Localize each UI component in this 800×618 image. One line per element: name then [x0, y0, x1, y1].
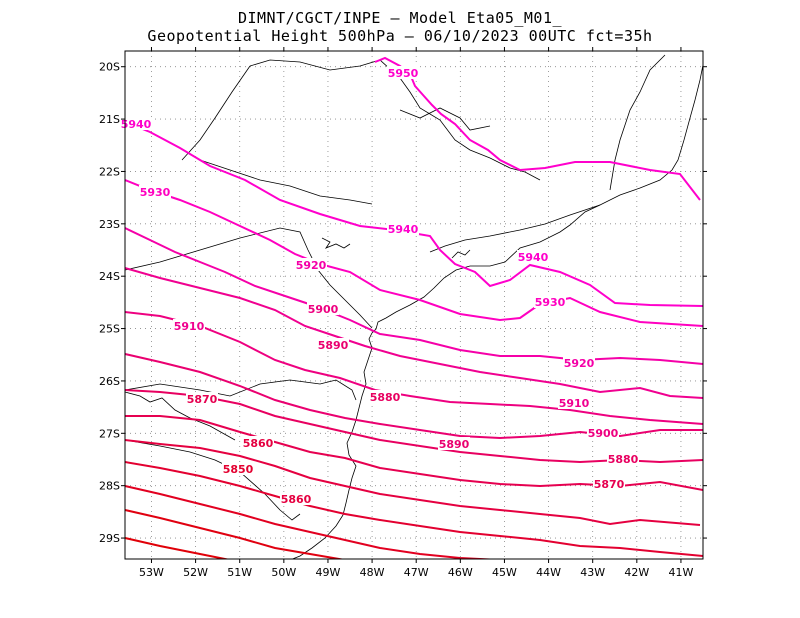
y-tick-label: 26S [99, 375, 120, 388]
paraiba-river [399, 107, 491, 131]
contour-label-5940: 5940 [121, 118, 152, 131]
x-tick-label: 53W [139, 566, 164, 579]
x-tick-label: 45W [492, 566, 517, 579]
contour-line-5940 [125, 121, 703, 307]
contour-line-5930 [125, 179, 703, 327]
contour-label-bg [369, 390, 401, 403]
bay-guanabara [451, 249, 471, 259]
y-tick-label: 25S [99, 323, 120, 336]
x-tick-label: 51W [227, 566, 252, 579]
contour-line-5860 [125, 439, 701, 526]
x-tick-label: 49W [316, 566, 341, 579]
contour-line-5850 [125, 461, 703, 557]
x-tick-label: 43W [580, 566, 605, 579]
x-tick-label: 52W [183, 566, 208, 579]
contour-label-5880: 5880 [608, 453, 639, 466]
contour-line-5840 [125, 485, 501, 559]
contour-label-bg [517, 250, 549, 263]
x-tick-label: 48W [360, 566, 385, 579]
state-border-parana-sp [125, 227, 373, 329]
rio-grande [181, 65, 251, 161]
contour-line-5880 [125, 389, 703, 464]
state-border-mg-sp [249, 59, 541, 181]
contour-label-5910: 5910 [174, 320, 205, 333]
y-tick-label: 27S [99, 427, 120, 440]
coastline-south [291, 514, 344, 559]
plot-frame [124, 50, 704, 560]
contour-label-5900: 5900 [308, 303, 339, 316]
contour-label-5940: 5940 [518, 251, 549, 264]
contour-line-5910 [125, 267, 703, 399]
argentina-border [125, 391, 236, 441]
y-tick-label: 28S [99, 480, 120, 493]
x-tick-label: 47W [404, 566, 429, 579]
contour-label-bg [295, 258, 327, 271]
title-line-2: Geopotential Height 500hPa – 06/10/2023 … [147, 27, 653, 45]
contour-line-5830 [125, 509, 346, 559]
y-tick-label: 29S [99, 532, 120, 545]
contour-label-bg [387, 222, 419, 235]
contour-label-5860: 5860 [243, 437, 274, 450]
contour-label-5940: 5940 [388, 223, 419, 236]
contour-label-5870: 5870 [187, 393, 218, 406]
x-tick-label: 44W [536, 566, 561, 579]
contour-label-5850: 5850 [223, 463, 254, 476]
contour-label-bg [242, 436, 274, 449]
contour-label-bg [139, 185, 171, 198]
x-tick-label: 46W [448, 566, 473, 579]
contour-label-5920: 5920 [564, 357, 595, 370]
contour-line-5900 [125, 311, 703, 425]
tiete-river [199, 159, 373, 205]
coastline [342, 64, 703, 516]
state-border-sc-pr [125, 379, 357, 401]
contour-label-bg [593, 477, 625, 490]
bay-sp [321, 237, 351, 249]
contour-label-5870: 5870 [594, 478, 625, 491]
y-tick-label: 23S [99, 218, 120, 231]
contour-label-5930: 5930 [535, 296, 566, 309]
contour-label-bg [307, 302, 339, 315]
contour-label-5900: 5900 [588, 427, 619, 440]
contour-label-bg [222, 462, 254, 475]
state-border-mg-rj [429, 204, 601, 253]
contour-label-bg [563, 356, 595, 369]
y-tick-label: 22S [99, 165, 120, 178]
state-border-mg-es [609, 54, 666, 191]
contour-label-5890: 5890 [318, 339, 349, 352]
title-line-1: DIMNT/CGCT/INPE – Model Eta05_M01_ [237, 9, 563, 27]
x-tick-label: 41W [669, 566, 694, 579]
contour-label-5950: 5950 [388, 67, 419, 80]
contour-label-bg [587, 426, 619, 439]
contour-label-5930: 5930 [140, 186, 171, 199]
contour-label-5920: 5920 [296, 259, 327, 272]
contour-label-bg [120, 117, 152, 130]
contour-line-5920 [125, 227, 703, 365]
contour-label-bg [607, 452, 639, 465]
contour-label-bg [317, 338, 349, 351]
contour-line-5820 [125, 537, 231, 559]
contour-label-5910: 5910 [559, 397, 590, 410]
y-tick-label: 21S [99, 113, 120, 126]
contour-label-5860: 5860 [281, 493, 312, 506]
contour-label-bg [186, 392, 218, 405]
contour-label-bg [387, 66, 419, 79]
contour-label-5880: 5880 [370, 391, 401, 404]
x-tick-label: 50W [271, 566, 296, 579]
contour-label-bg [558, 396, 590, 409]
contour-label-5890: 5890 [439, 438, 470, 451]
coastline-and-borders [125, 54, 703, 559]
axis-ticks: 53W 52W 51W 50W 49W 48W 47W 46W 45W 44W 43W 42W 41W 2… [99, 47, 707, 579]
contour-label-bg [280, 492, 312, 505]
y-tick-label: 24S [99, 270, 120, 283]
contour-label-bg [173, 319, 205, 332]
y-tick-label: 20S [99, 61, 120, 74]
contour-label-bg [438, 437, 470, 450]
contour-label-bg [534, 295, 566, 308]
x-tick-label: 42W [624, 566, 649, 579]
